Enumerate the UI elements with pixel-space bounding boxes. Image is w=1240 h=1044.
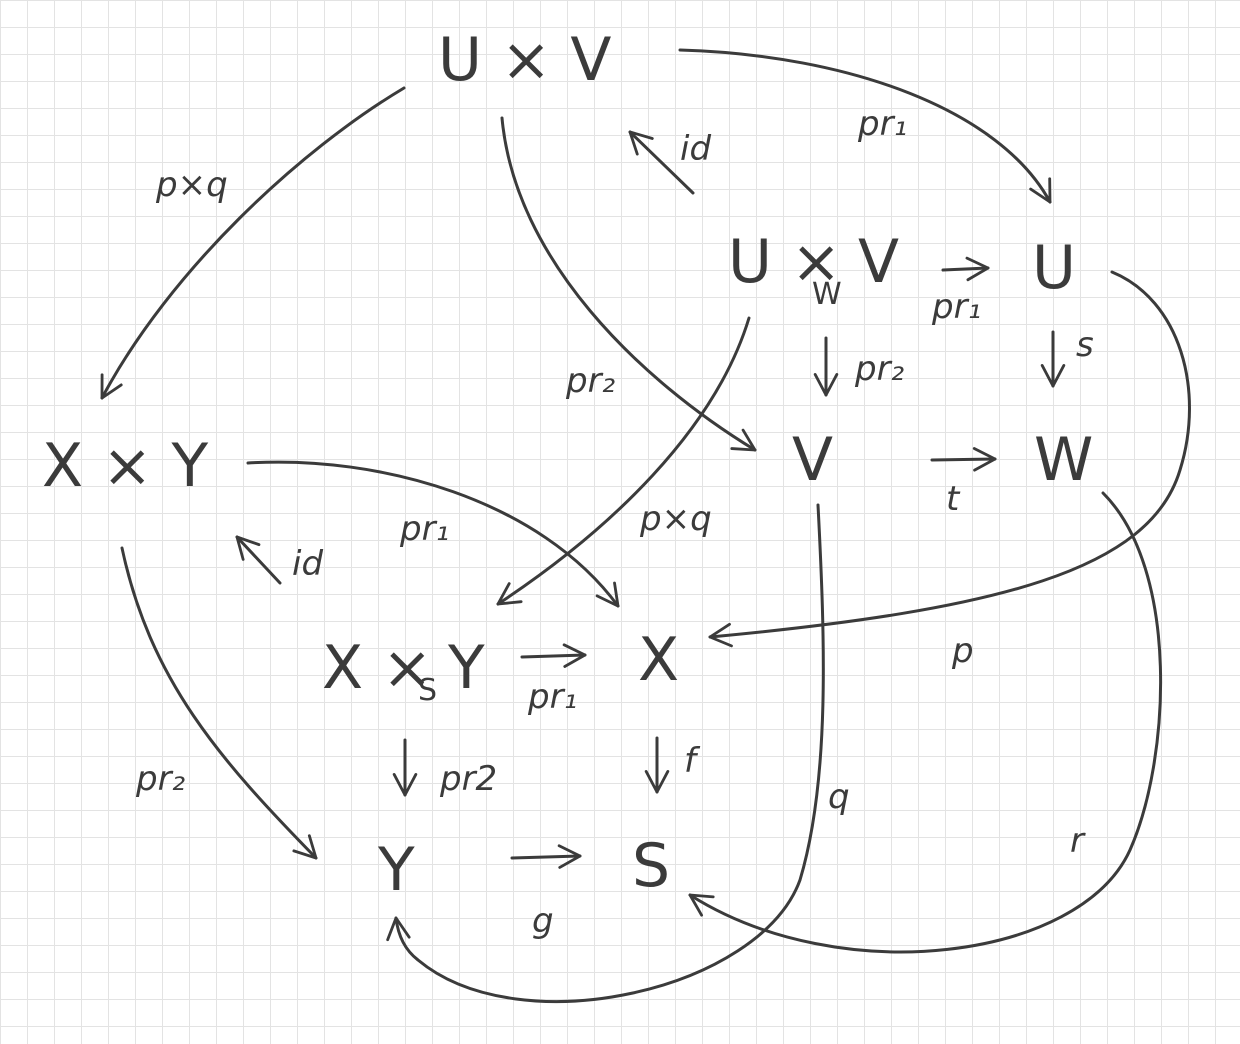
obj-u-times-v: U × V [438,25,611,95]
label-pr2-bottom: pr2 [439,759,497,799]
arrow-xxy-to-y [122,548,316,858]
label-q: q [828,777,850,817]
obj-v: V [792,425,833,495]
label-id-top: id [680,129,711,169]
label-id-mid: id [292,544,323,584]
arrow-y-to-s [512,856,580,858]
label-pr2-mid: pr₂ [565,361,616,401]
obj-s: S [632,831,670,901]
obj-x-times-s-y-left: X × [322,633,432,703]
label-p: p [951,631,974,671]
label-pr1-mid: pr₁ [399,509,449,549]
obj-x-times-s-y-right: Y [447,633,485,703]
arrow-uxv-to-xxy [102,88,404,398]
label-pr1-top: pr₁ [857,104,907,144]
label-t: t [946,479,961,519]
obj-u-times-w-v-subscript: W [812,277,842,312]
label-r: r [1070,821,1086,861]
objects: U × V U × W V U V W X × Y X × S Y X Y S [42,25,1093,905]
obj-u-times-w-v-right: V [858,227,899,297]
label-s: s [1076,325,1094,365]
label-pr1-right: pr₁ [931,287,981,327]
arrow-labels: p×q pr₁ id pr₁ pr₂ s t pr₂ p×q pr₁ id p … [135,104,1094,941]
obj-y: Y [377,835,415,905]
label-pxq-top: p×q [155,165,228,205]
arrow-uxv-to-v [502,118,755,450]
label-pr1-bottom: pr₁ [527,677,577,717]
arrow-uwv-to-xsy [498,318,749,604]
obj-x: X [638,625,679,695]
label-pr2-right: pr₂ [854,349,905,389]
label-g: g [532,901,554,941]
label-f: f [684,741,701,781]
obj-x-times-s-y-subscript: S [418,673,437,708]
arrow-v-to-w [932,459,995,460]
obj-w: W [1034,425,1093,495]
arrow-id-mid [237,537,280,583]
obj-x-times-y: X × Y [42,431,209,501]
label-pxq-mid: p×q [639,499,712,539]
arrow-xsy-to-x [522,655,585,657]
arrow-uwv-to-u [943,268,988,270]
obj-u: U [1032,233,1076,303]
label-pr2-left: pr₂ [135,759,186,799]
